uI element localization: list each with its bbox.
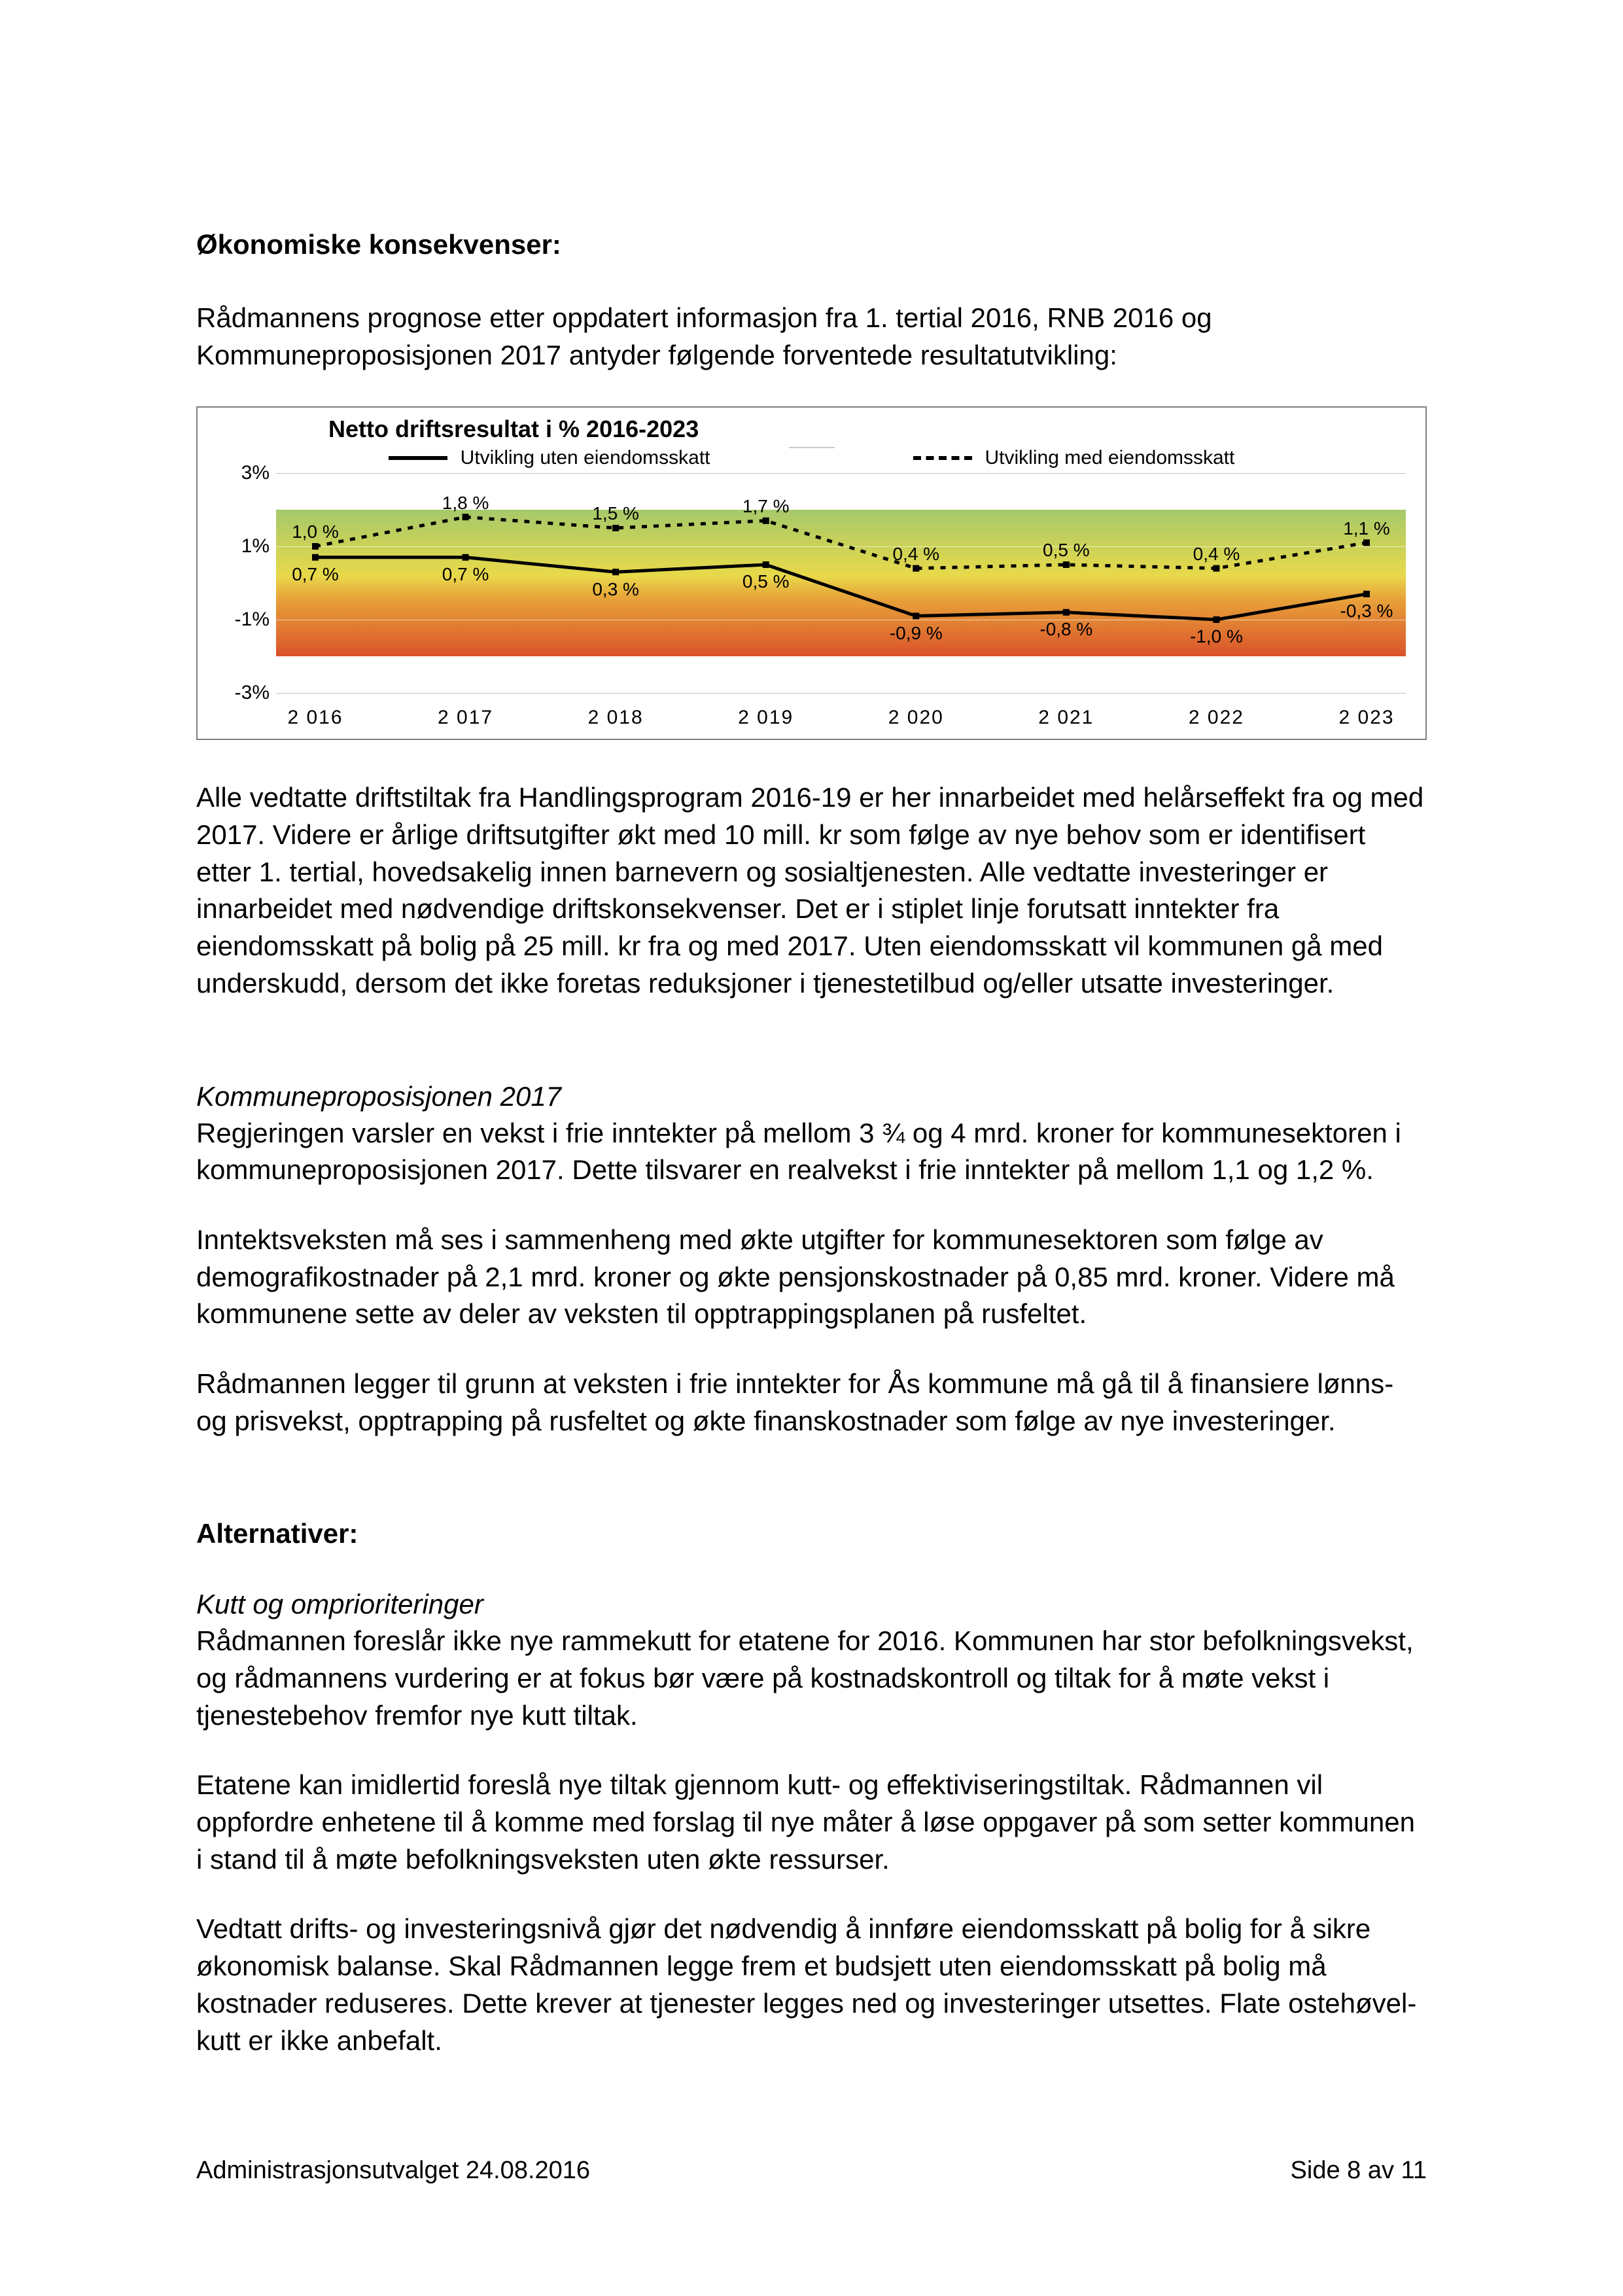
data-label: 0,5 % <box>1043 540 1090 561</box>
data-label: -1,0 % <box>1190 626 1243 647</box>
legend-solid-label: Utvikling uten eiendomsskatt <box>461 447 710 469</box>
xtick-label: 2 016 <box>276 707 355 729</box>
xtick-label: 2 020 <box>877 707 955 729</box>
sub2-p3: Vedtatt drifts- og investeringsnivå gjør… <box>196 1911 1427 2059</box>
data-label: 1,1 % <box>1343 518 1390 539</box>
footer-left: Administrasjonsutvalget 24.08.2016 <box>196 2157 590 2185</box>
xtick-label: 2 023 <box>1327 707 1406 729</box>
data-label: 1,7 % <box>742 496 790 517</box>
intro-paragraph: Rådmannens prognose etter oppdatert info… <box>196 300 1427 374</box>
legend-dash-icon <box>913 456 972 460</box>
data-label: -0,8 % <box>1039 619 1092 640</box>
sub1-p2: Inntektsveksten må ses i sammenheng med … <box>196 1222 1427 1333</box>
ytick-label: 3% <box>211 462 270 484</box>
xtick-label: 2 021 <box>1027 707 1106 729</box>
heading-economic: Økonomiske konsekvenser: <box>196 229 1427 260</box>
chart-title: Netto driftsresultat i % 2016-2023 <box>328 415 699 443</box>
data-label: -0,9 % <box>890 623 943 644</box>
after-chart-paragraph: Alle vedtatte driftstiltak fra Handlings… <box>196 779 1427 1002</box>
ytick-label: -1% <box>211 609 270 631</box>
sub1-title: Kommuneproposisjonen 2017 <box>196 1081 1427 1112</box>
sub2-p2: Etatene kan imidlertid foreslå nye tilta… <box>196 1767 1427 1878</box>
data-label: 0,7 % <box>442 564 489 585</box>
xtick-label: 2 019 <box>727 707 805 729</box>
data-label: 0,7 % <box>292 564 339 585</box>
data-label: 0,4 % <box>1193 544 1240 565</box>
sub2-title: Kutt og omprioriteringer <box>196 1589 1427 1620</box>
heading-alternatives: Alternativer: <box>196 1518 1427 1549</box>
sub1-p3: Rådmannen legger til grunn at veksten i … <box>196 1366 1427 1439</box>
legend-dash-label: Utvikling med eiendomsskatt <box>985 447 1235 469</box>
result-chart: Netto driftsresultat i % 2016-2023 Utvik… <box>196 406 1427 740</box>
sub1-p1: Regjeringen varsler en vekst i frie innt… <box>196 1115 1427 1189</box>
ytick-label: 1% <box>211 535 270 557</box>
legend-separator <box>789 447 835 448</box>
legend-solid-icon <box>389 456 447 460</box>
data-label: -0,3 % <box>1340 601 1393 622</box>
xtick-label: 2 017 <box>427 707 505 729</box>
xtick-label: 2 022 <box>1177 707 1255 729</box>
ytick-label: -3% <box>211 682 270 704</box>
data-label: 1,5 % <box>592 503 639 524</box>
gridline <box>276 693 1406 694</box>
data-label: 0,5 % <box>742 571 790 592</box>
sub2-p1: Rådmannen foreslår ikke nye rammekutt fo… <box>196 1623 1427 1734</box>
data-label: 1,8 % <box>442 493 489 514</box>
chart-legend: Utvikling uten eiendomsskatt Utvikling m… <box>198 447 1425 469</box>
page-footer: Administrasjonsutvalget 24.08.2016 Side … <box>196 2157 1427 2185</box>
data-label: 0,4 % <box>892 544 939 565</box>
data-label: 0,3 % <box>592 579 639 600</box>
footer-right: Side 8 av 11 <box>1291 2157 1427 2185</box>
xtick-label: 2 018 <box>576 707 655 729</box>
data-label: 1,0 % <box>292 521 339 542</box>
